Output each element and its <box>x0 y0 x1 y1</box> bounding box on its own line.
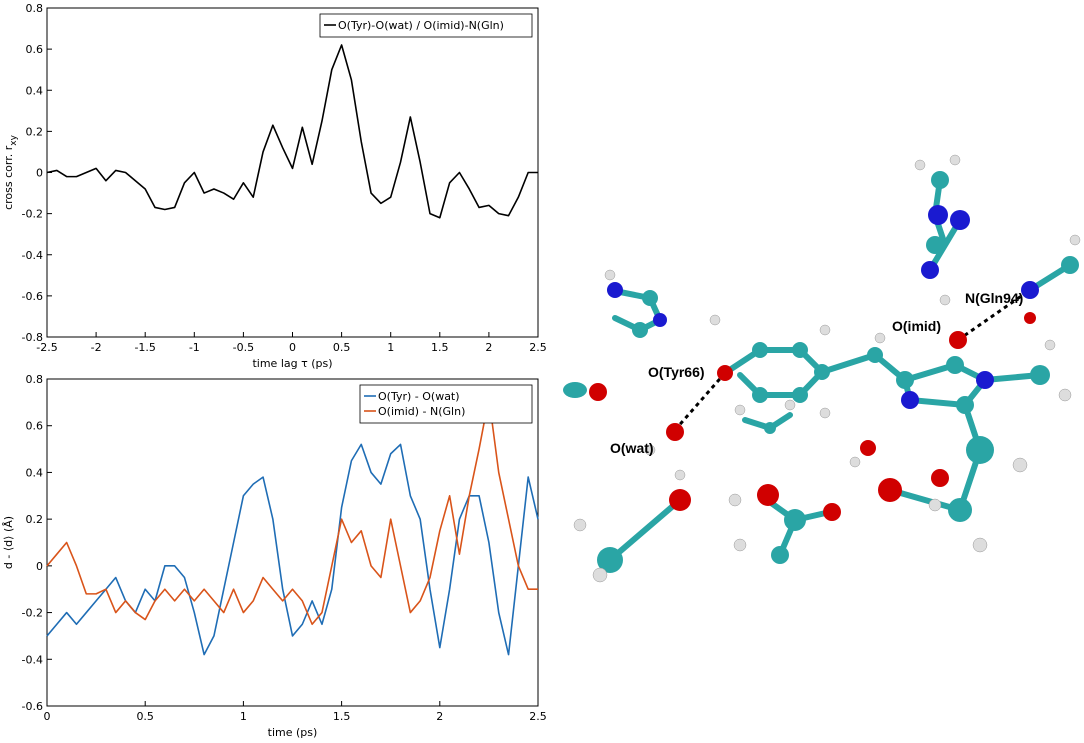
x-tick-label: -1 <box>189 341 200 354</box>
atom-label: O(Tyr66) <box>648 364 705 380</box>
x-tick-label: 0.5 <box>333 341 351 354</box>
data-line <box>46 44 538 219</box>
y-tick-label: 0 <box>36 560 43 573</box>
y-axis-label-main: d - ⟨d⟩ (Å) <box>2 516 15 569</box>
molecule-image: O(Tyr66) O(wat) O(imid) N(Gln94) <box>563 154 1081 583</box>
y-tick-label: -0.8 <box>22 331 43 344</box>
y-tick-label: 0.2 <box>26 125 44 138</box>
legend-label: O(imid) - N(Gln) <box>378 405 465 418</box>
y-tick-label: -0.4 <box>22 249 43 262</box>
y-tick-label: 0.8 <box>26 373 44 386</box>
x-axis-label: time lag τ (ps) <box>252 357 332 370</box>
x-tick-label: -0.5 <box>233 341 254 354</box>
y-tick-label: -0.2 <box>22 208 43 221</box>
y-axis-label: cross corr. rxy <box>2 134 19 209</box>
x-tick-label: -1.5 <box>134 341 155 354</box>
atom-label: O(imid) <box>892 318 941 334</box>
x-tick-label: 1 <box>240 710 247 723</box>
legend-box <box>359 384 533 424</box>
atom-label: O(wat) <box>610 440 654 456</box>
x-tick-label: -2.5 <box>36 341 57 354</box>
atom-label: N(Gln94) <box>965 290 1023 306</box>
x-tick-label: 2 <box>485 341 492 354</box>
y-tick-label: -0.6 <box>22 700 43 713</box>
y-axis-label-sub: xy <box>9 134 19 145</box>
y-tick-label: -0.6 <box>22 290 43 303</box>
y-tick-label: 0.6 <box>26 43 44 56</box>
x-tick-label: 2.5 <box>529 341 547 354</box>
y-tick-label: 0 <box>36 167 43 180</box>
data-line <box>46 443 539 656</box>
x-tick-label: 2 <box>436 710 443 723</box>
plot-frame <box>46 7 539 338</box>
x-tick-label: 0 <box>44 710 51 723</box>
y-tick-label: -0.4 <box>22 653 43 666</box>
legend-box <box>319 13 533 38</box>
y-tick-label: 0.4 <box>26 466 44 479</box>
y-axis-label-main: cross corr. r <box>2 145 15 210</box>
x-axis-label: time (ps) <box>268 726 318 739</box>
legend-label: O(Tyr)-O(wat) / O(imid)-N(Gln) <box>338 19 504 32</box>
x-tick-label: 1.5 <box>333 710 351 723</box>
x-tick-label: -2 <box>91 341 102 354</box>
legend-label: O(Tyr) - O(wat) <box>378 390 460 403</box>
data-line <box>46 396 538 626</box>
y-axis-label: d - ⟨d⟩ (Å) <box>2 516 15 569</box>
plot-frame <box>46 378 539 707</box>
y-tick-label: 0.4 <box>26 84 44 97</box>
y-tick-label: 0.6 <box>26 420 44 433</box>
x-tick-label: 1.5 <box>431 341 449 354</box>
x-tick-label: 1 <box>387 341 394 354</box>
x-tick-label: 0 <box>289 341 296 354</box>
y-tick-label: 0.8 <box>26 2 44 15</box>
y-tick-label: 0.2 <box>26 513 44 526</box>
x-tick-label: 2.5 <box>529 710 547 723</box>
y-tick-label: -0.2 <box>22 607 43 620</box>
x-tick-label: 0.5 <box>136 710 154 723</box>
